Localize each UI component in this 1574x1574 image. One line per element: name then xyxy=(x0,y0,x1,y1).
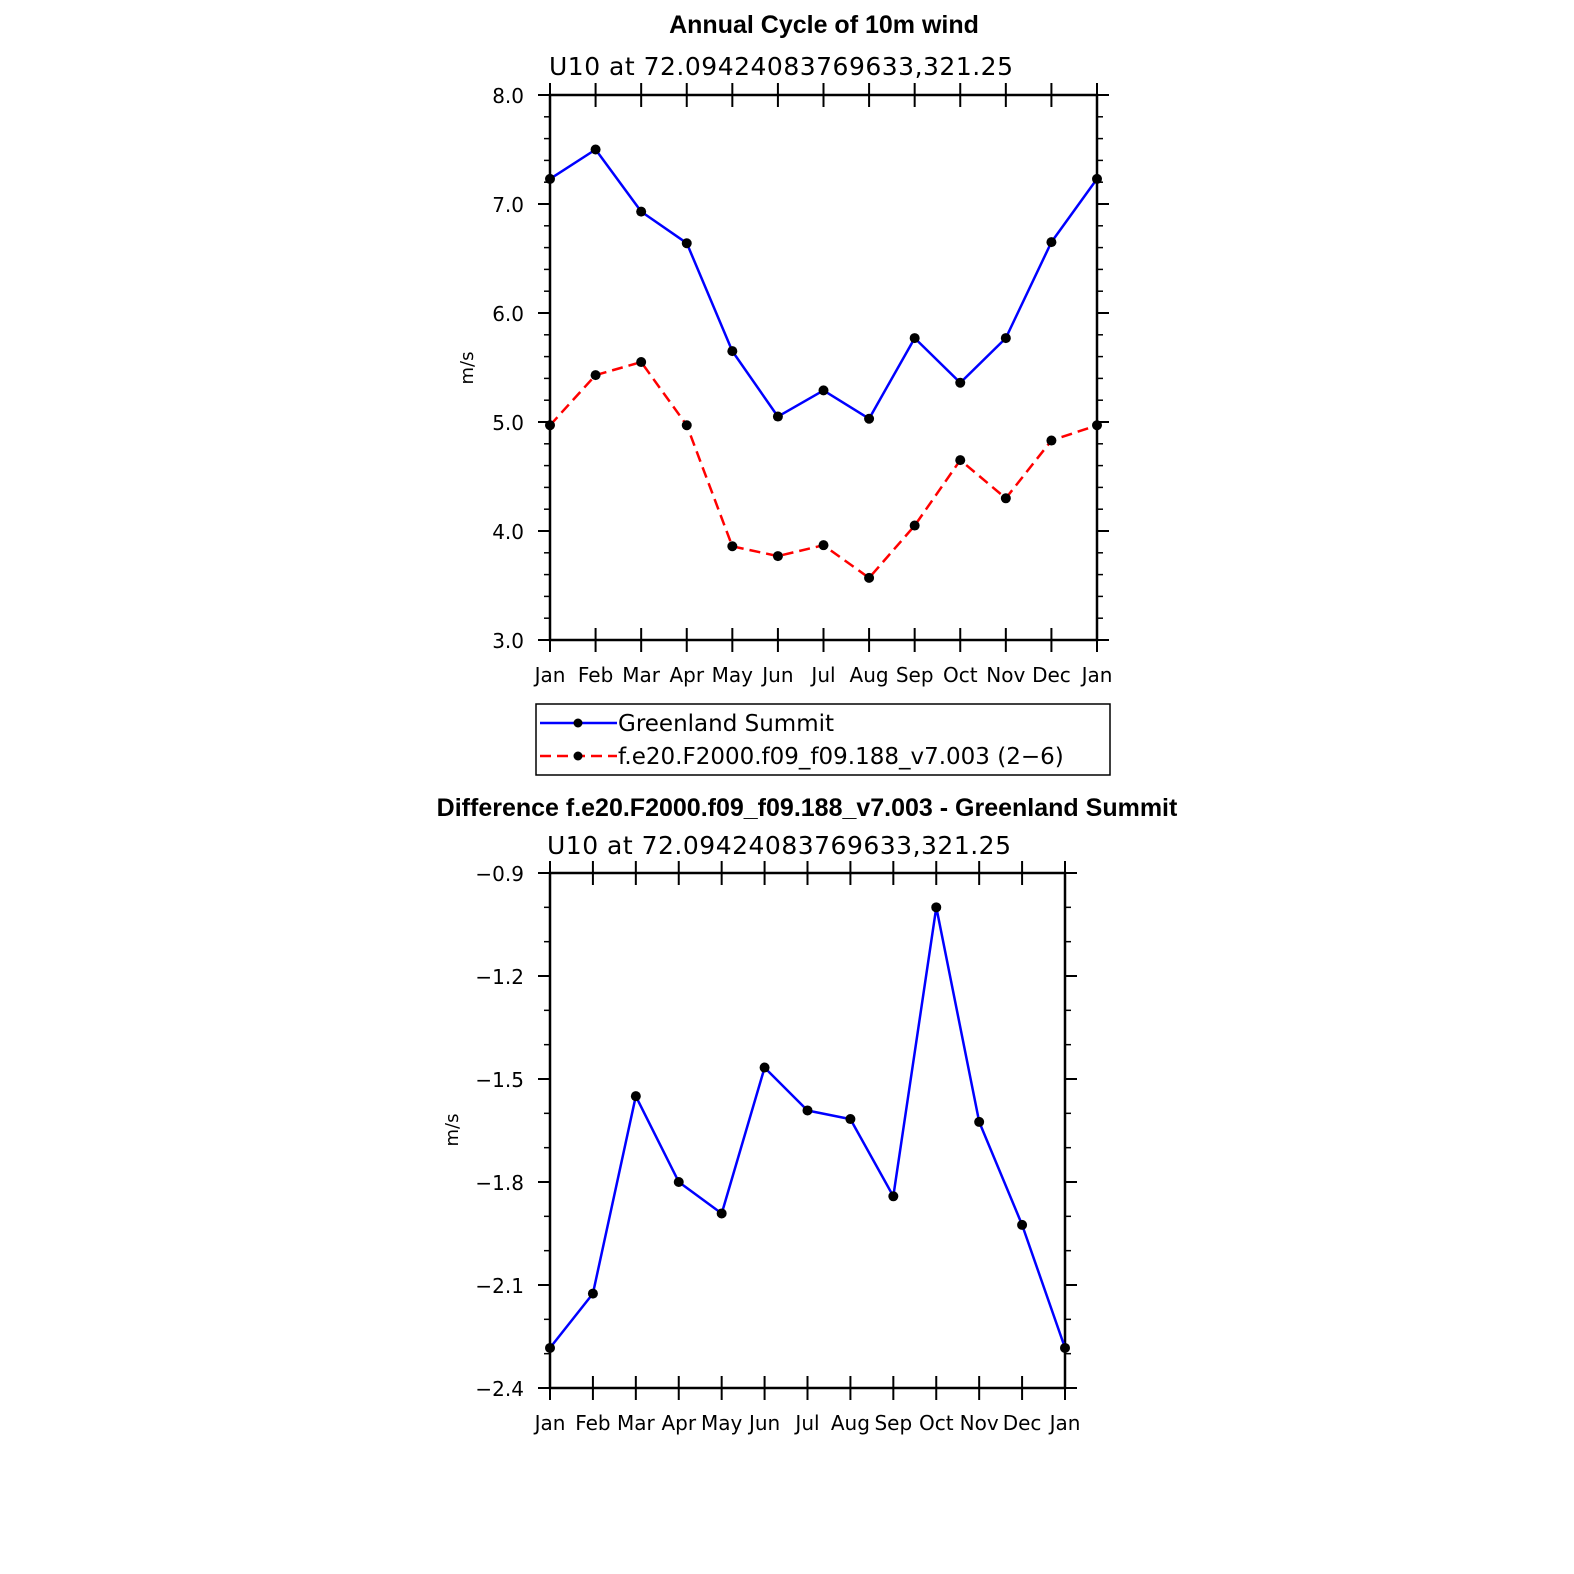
annual-cycle-panel: Annual Cycle of 10m wind U10 at 72.09424… xyxy=(457,11,1112,776)
series-line xyxy=(549,148,1099,420)
x-tick-label: Dec xyxy=(1032,663,1071,687)
legend-marker-greenland-summit xyxy=(573,718,583,728)
data-point xyxy=(864,413,875,424)
plot-frame: Jan Feb Mar Apr May Jun Jul Aug Sep Oct Nov Dec Jan 3… xyxy=(492,83,1112,687)
data-point xyxy=(955,377,966,388)
chart-title: Difference f.e20.F2000.f09_f09.188_v7.00… xyxy=(437,794,1178,822)
y-tick-label: −2.4 xyxy=(475,1377,524,1401)
x-tick-label: Jun xyxy=(747,1411,780,1435)
x-tick-label: Jun xyxy=(760,663,793,687)
x-tick-label: May xyxy=(701,1411,743,1435)
series-line xyxy=(549,906,1067,1349)
x-tick-label: Feb xyxy=(578,663,613,687)
series-layer xyxy=(545,144,1102,583)
x-tick-label: Dec xyxy=(1003,1411,1042,1435)
difference-panel: Difference f.e20.F2000.f09_f09.188_v7.00… xyxy=(437,794,1178,1435)
data-point xyxy=(1000,333,1011,344)
x-tick-label: Jan xyxy=(533,1411,566,1435)
data-point xyxy=(636,206,647,217)
legend-box xyxy=(535,703,1111,776)
data-point xyxy=(1092,173,1102,184)
data-point xyxy=(1046,435,1057,446)
legend: Greenland Summit f.e20.F2000.f09_f09.188… xyxy=(535,703,1111,776)
data-point xyxy=(673,1177,684,1187)
data-point xyxy=(1092,420,1102,431)
data-point xyxy=(1000,493,1011,504)
data-point xyxy=(590,370,601,381)
y-tick-label: 3.0 xyxy=(492,629,524,653)
y-tick-label: −1.5 xyxy=(475,1068,524,1092)
data-point xyxy=(888,1191,899,1202)
plot-border xyxy=(548,93,1099,642)
y-axis-label: m/s xyxy=(457,352,478,385)
legend-marker-model xyxy=(573,751,583,761)
data-point xyxy=(681,420,692,431)
x-tick-label: Sep xyxy=(874,1411,912,1435)
data-point xyxy=(818,540,829,551)
data-point xyxy=(1017,1219,1028,1230)
x-tick-label: Oct xyxy=(919,1411,954,1435)
data-point xyxy=(716,1208,727,1219)
y-tick-label: 4.0 xyxy=(492,520,524,544)
data-point xyxy=(1060,1342,1070,1353)
x-tick-label: Apr xyxy=(661,1411,696,1435)
data-point xyxy=(818,385,829,396)
data-point xyxy=(727,541,738,552)
chart-subtitle: U10 at 72.09424083769633,321.25 xyxy=(547,831,1012,860)
data-point xyxy=(772,551,783,562)
x-tick-label: Nov xyxy=(986,663,1025,687)
y-tick-label: 5.0 xyxy=(492,411,524,435)
x-tick-label: Oct xyxy=(943,663,978,687)
data-point xyxy=(864,572,875,583)
data-point xyxy=(587,1288,598,1299)
data-point xyxy=(630,1091,641,1102)
x-tick-label: Jul xyxy=(793,1411,819,1435)
data-point xyxy=(727,346,738,357)
y-tick-label: 7.0 xyxy=(492,193,524,217)
x-tick-label: Aug xyxy=(831,1411,870,1435)
data-point xyxy=(909,520,920,531)
data-point xyxy=(845,1114,856,1125)
y-tick-label: 6.0 xyxy=(492,302,524,326)
data-point xyxy=(802,1105,813,1116)
x-tick-label: Jan xyxy=(1080,663,1113,687)
data-point xyxy=(545,173,555,184)
x-tick-label: Mar xyxy=(617,1411,656,1435)
x-tick-label: Feb xyxy=(575,1411,610,1435)
data-point xyxy=(974,1116,985,1127)
plot-frame: Jan Feb Mar Apr May Jun Jul Aug Sep Oct Nov Dec Jan−… xyxy=(475,861,1080,1435)
legend-label-greenland-summit: Greenland Summit xyxy=(618,711,834,737)
data-point xyxy=(759,1062,770,1073)
y-axis-label: m/s xyxy=(442,1114,463,1147)
series-layer xyxy=(545,902,1070,1353)
legend-label-model: f.e20.F2000.f09_f09.188_v7.003 (2−6) xyxy=(618,744,1064,770)
y-tick-label: 8.0 xyxy=(492,84,524,108)
data-point xyxy=(1046,237,1057,248)
x-tick-label: May xyxy=(712,663,754,687)
data-point xyxy=(590,144,601,155)
x-tick-label: Nov xyxy=(960,1411,999,1435)
y-tick-label: −1.2 xyxy=(475,965,524,989)
data-point xyxy=(636,357,647,368)
y-tick-label: −1.8 xyxy=(475,1171,524,1195)
x-tick-label: Jan xyxy=(533,663,566,687)
x-tick-label: Aug xyxy=(850,663,889,687)
data-point xyxy=(931,902,942,913)
chart-subtitle: U10 at 72.09424083769633,321.25 xyxy=(549,52,1014,81)
data-point xyxy=(955,455,966,466)
x-tick-label: Apr xyxy=(669,663,704,687)
y-tick-label: −2.1 xyxy=(475,1274,524,1298)
data-point xyxy=(909,333,920,344)
data-point xyxy=(545,1342,555,1353)
x-tick-label: Mar xyxy=(622,663,661,687)
x-tick-label: Jan xyxy=(1048,1411,1081,1435)
data-point xyxy=(772,411,783,422)
data-point xyxy=(681,238,692,249)
y-tick-label: −0.9 xyxy=(475,862,524,886)
data-point xyxy=(545,420,555,431)
chart-title: Annual Cycle of 10m wind xyxy=(669,11,979,39)
x-tick-label: Sep xyxy=(896,663,934,687)
x-tick-label: Jul xyxy=(809,663,835,687)
